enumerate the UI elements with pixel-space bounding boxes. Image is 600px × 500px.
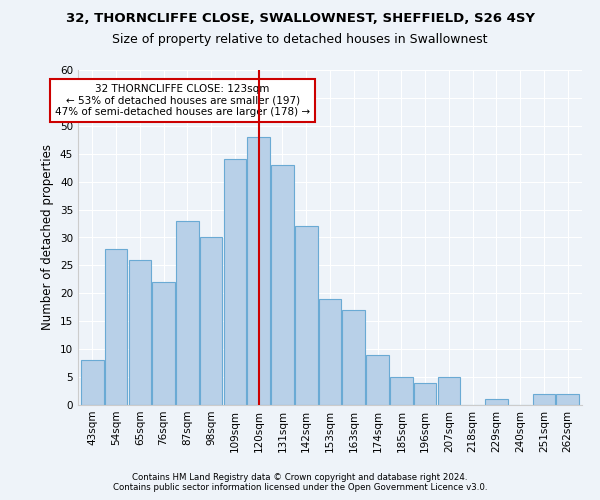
Bar — [533, 394, 555, 405]
Text: Size of property relative to detached houses in Swallownest: Size of property relative to detached ho… — [112, 32, 488, 46]
Y-axis label: Number of detached properties: Number of detached properties — [41, 144, 55, 330]
Bar — [414, 382, 436, 405]
Bar — [556, 394, 579, 405]
Bar — [366, 355, 389, 405]
Bar — [200, 238, 223, 405]
Bar — [105, 248, 127, 405]
Bar — [437, 377, 460, 405]
Bar — [152, 282, 175, 405]
Text: 32 THORNCLIFFE CLOSE: 123sqm
← 53% of detached houses are smaller (197)
47% of s: 32 THORNCLIFFE CLOSE: 123sqm ← 53% of de… — [55, 84, 310, 117]
Bar — [81, 360, 104, 405]
Bar — [128, 260, 151, 405]
Bar — [247, 137, 270, 405]
Bar — [319, 299, 341, 405]
Text: Contains HM Land Registry data © Crown copyright and database right 2024.
Contai: Contains HM Land Registry data © Crown c… — [113, 473, 487, 492]
Bar — [295, 226, 317, 405]
Bar — [485, 400, 508, 405]
Text: 32, THORNCLIFFE CLOSE, SWALLOWNEST, SHEFFIELD, S26 4SY: 32, THORNCLIFFE CLOSE, SWALLOWNEST, SHEF… — [65, 12, 535, 26]
Bar — [224, 160, 246, 405]
Bar — [271, 165, 294, 405]
Bar — [343, 310, 365, 405]
Bar — [390, 377, 413, 405]
Bar — [176, 221, 199, 405]
